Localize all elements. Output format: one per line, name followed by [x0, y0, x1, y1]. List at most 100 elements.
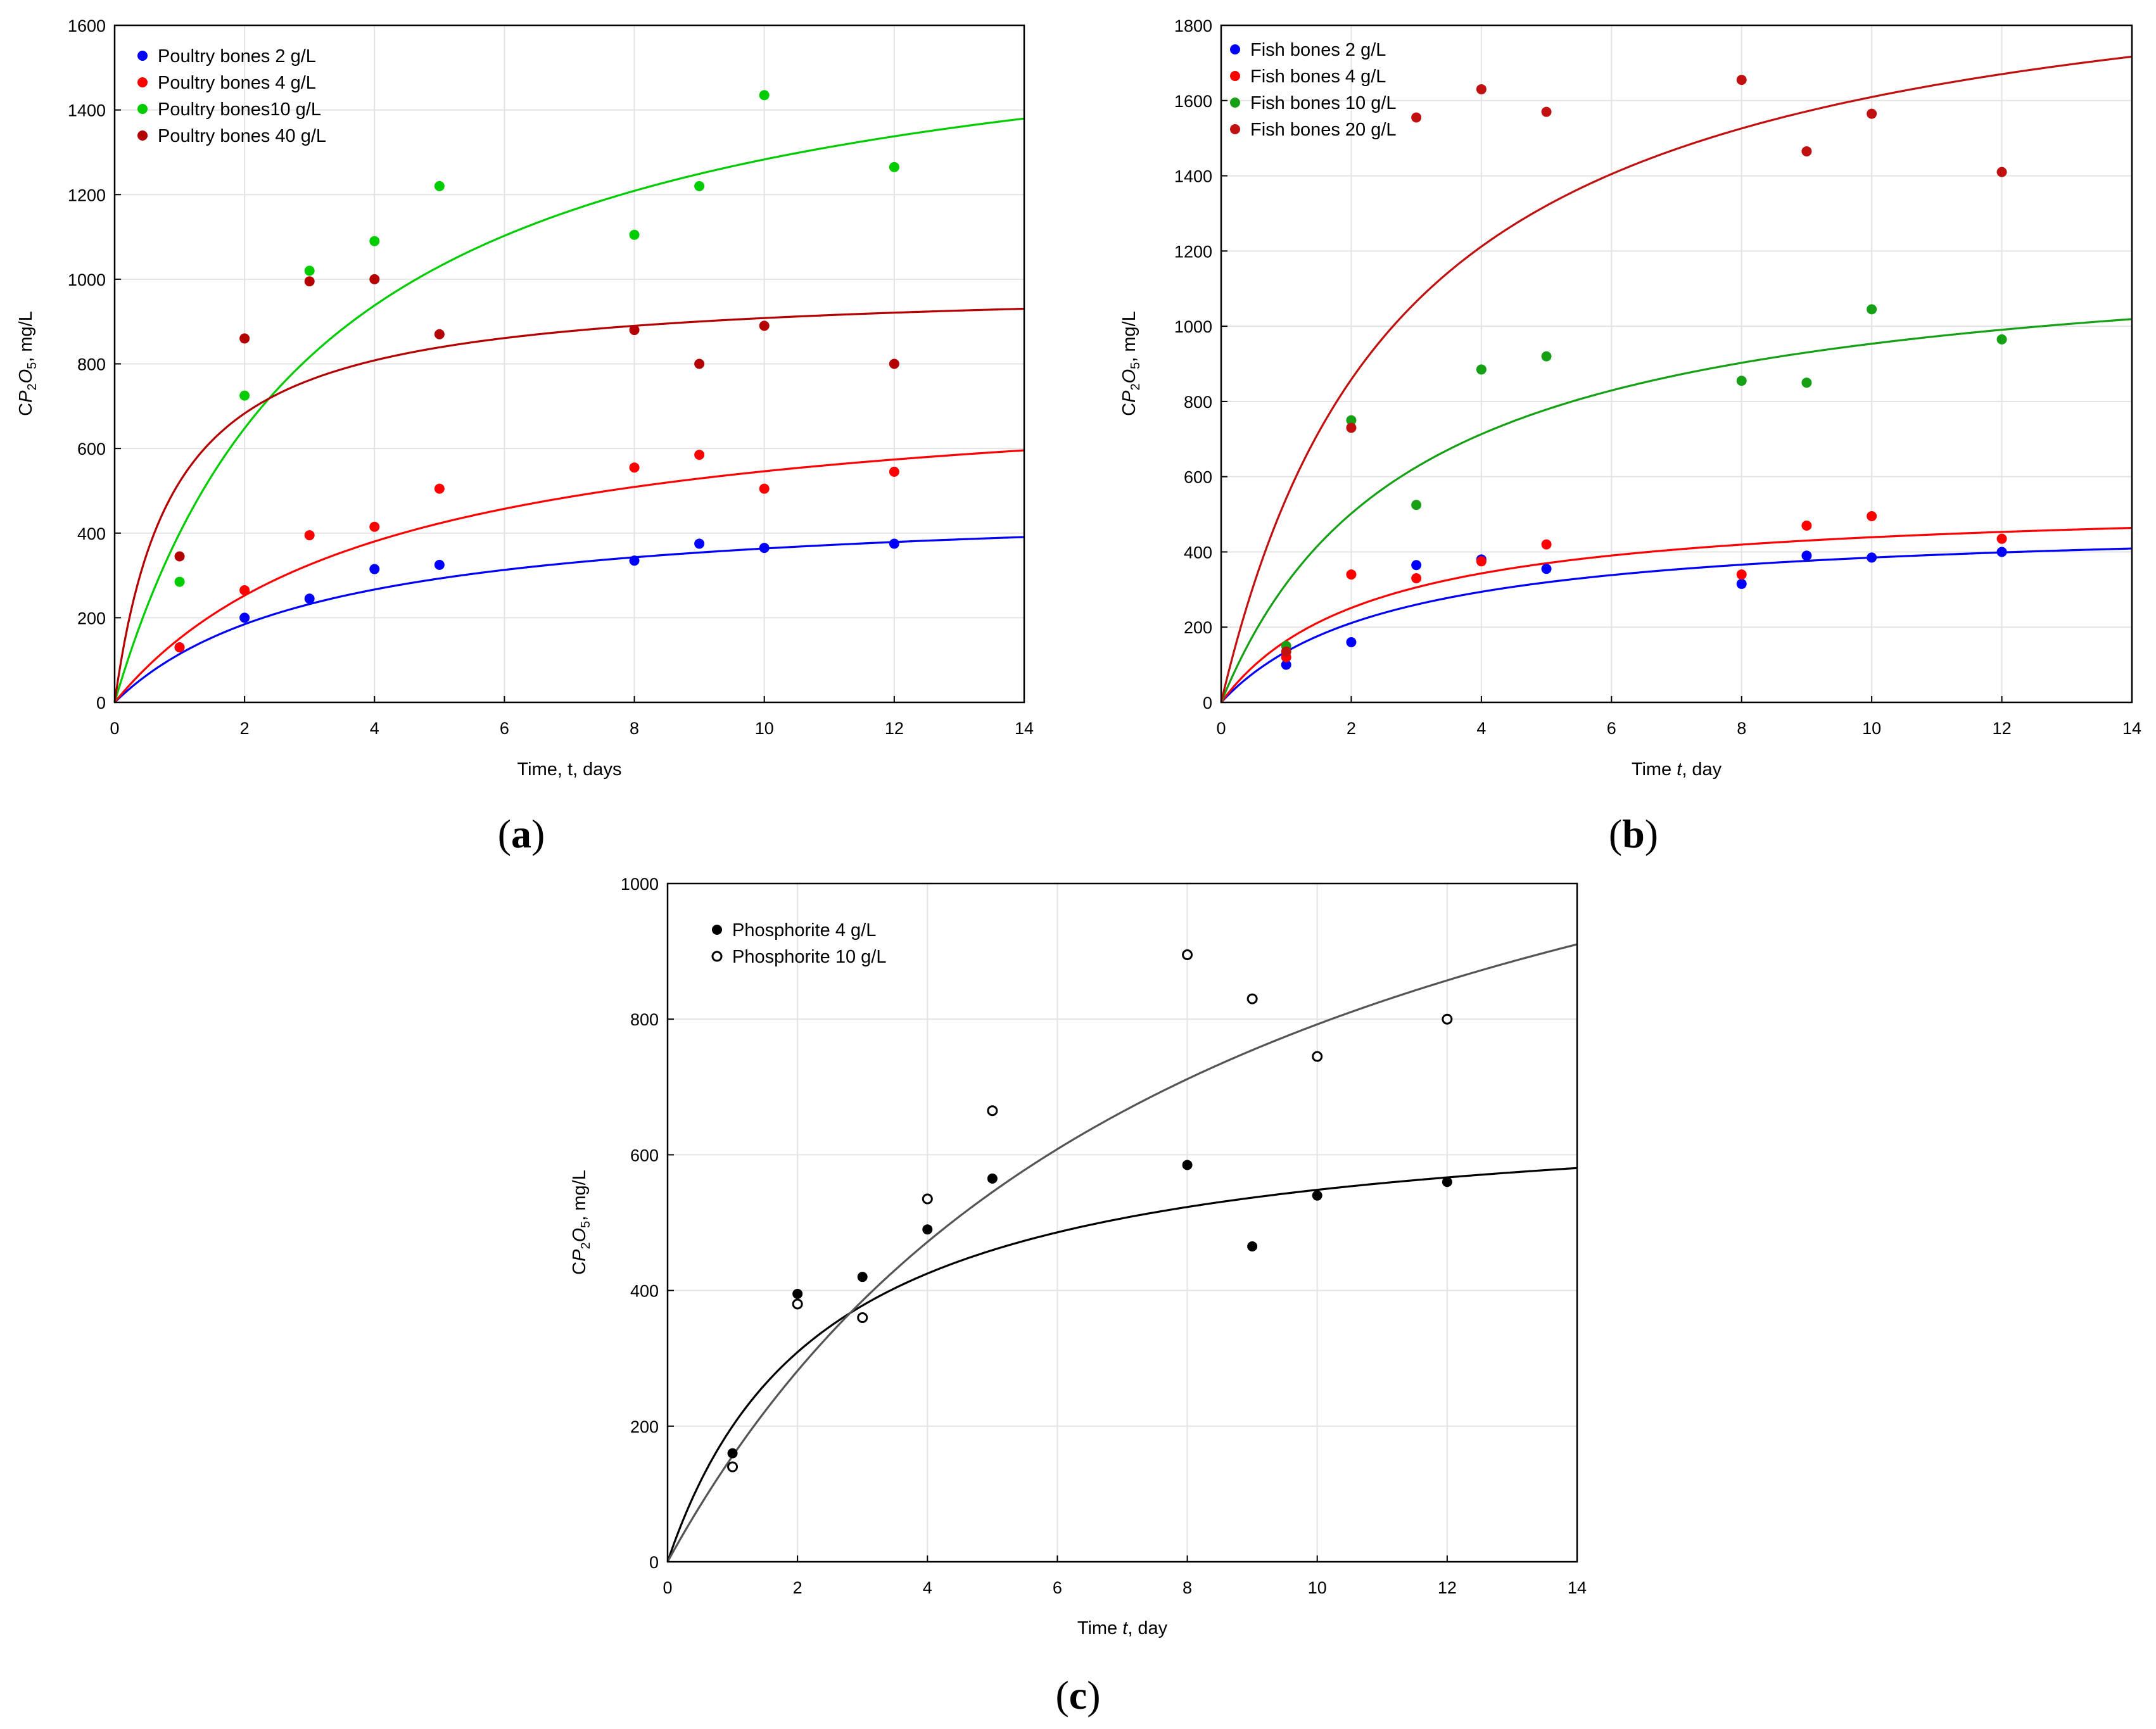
y-tick-label: 1000 [68, 270, 106, 289]
x-tick-label: 14 [1568, 1578, 1587, 1597]
data-point [434, 180, 445, 191]
y-tick-label: 0 [1203, 694, 1212, 712]
data-point [1736, 376, 1747, 386]
data-point [1996, 547, 2007, 557]
y-axis-title-c: CP2O5, mg/L [569, 1170, 593, 1275]
y-tick-label: 200 [77, 609, 106, 628]
data-point [759, 320, 770, 331]
x-tick-label: 14 [1015, 719, 1034, 738]
legend-label: Poultry bones 2 g/L [158, 46, 316, 66]
data-point [434, 329, 445, 339]
x-tick-label: 0 [1216, 719, 1226, 738]
fit-curve-a-0 [113, 536, 1025, 704]
fit-curve-b-3 [1220, 55, 2133, 703]
legend-b: Fish bones 2 g/L Fish bones 4 g/L Fish bon… [1230, 40, 1397, 140]
data-point [1996, 167, 2007, 177]
chart-panel-b: 0 2 4 6 8 10 12 14 0 200 400 600 800 1000 1200 1400 1600… [1119, 16, 2141, 856]
data-point [1736, 569, 1747, 580]
data-point [987, 1105, 998, 1117]
x-tick-label: 10 [1308, 1578, 1327, 1597]
fit-curve-b-0 [1220, 547, 2133, 704]
data-point [1867, 511, 1877, 522]
x-tick-label: 2 [240, 719, 250, 738]
data-point [759, 483, 770, 494]
data-point [694, 180, 705, 191]
x-tick-label: 4 [370, 719, 379, 738]
chart-panel-c: 0 2 4 6 8 10 12 14 0 200 400 600 800 1000 Phosphorite… [569, 875, 1587, 1718]
data-point [1801, 377, 1812, 388]
fit-curve-b-1 [1220, 526, 2133, 703]
y-tick-label: 200 [1184, 618, 1212, 637]
plot-frame-b [1220, 24, 2133, 704]
fit-curves-c [666, 943, 1578, 1562]
legend-label: Fish bones 20 g/L [1250, 120, 1397, 140]
y-tick-label: 0 [96, 694, 106, 712]
data-point [1346, 422, 1357, 433]
y-tick-label: 1000 [1174, 317, 1212, 336]
legend-label: Poultry bones10 g/L [158, 99, 321, 120]
data-point [1411, 573, 1422, 584]
fit-curve-b-2 [1220, 318, 2133, 703]
data-point [792, 1288, 803, 1299]
x-axis-title-c: Time t, day [1077, 1618, 1168, 1638]
data-point [629, 462, 640, 473]
legend-marker [137, 77, 148, 87]
data-point [239, 333, 250, 344]
data-point [1867, 304, 1877, 315]
fit-curve-a-2 [113, 117, 1025, 703]
y-tick-label: 800 [77, 355, 106, 374]
data-point [1801, 146, 1812, 156]
data-point [304, 593, 315, 604]
data-point [1411, 560, 1422, 571]
data-point [1867, 108, 1877, 119]
data-point [857, 1272, 868, 1282]
x-tick-label: 0 [110, 719, 119, 738]
data-point [304, 265, 315, 276]
data-point [889, 358, 899, 369]
data-point [1476, 556, 1487, 567]
grid-c [668, 884, 1577, 1562]
legend-marker [1230, 124, 1240, 134]
data-point [239, 612, 250, 623]
data-point [629, 555, 640, 566]
legend-label: Phosphorite 4 g/L [732, 920, 876, 940]
x-tick-label: 2 [1347, 719, 1356, 738]
ticks-b: 0 2 4 6 8 10 12 14 0 200 400 600 800 1000 1200 1400 1600… [1174, 16, 2141, 738]
data-point [857, 1312, 868, 1323]
data-point [1411, 500, 1422, 510]
data-points-a [174, 90, 899, 653]
legend-marker [1230, 44, 1240, 54]
data-point [1442, 1177, 1452, 1188]
data-point [1411, 112, 1422, 123]
data-points-c [727, 949, 1453, 1472]
fit-curves-b [1220, 55, 2133, 704]
y-tick-label: 1400 [68, 101, 106, 120]
y-axis-title-a: CP2O5, mg/L [16, 311, 39, 416]
data-point [434, 559, 445, 570]
data-point [1281, 646, 1291, 657]
fit-curve-c-1 [666, 943, 1578, 1562]
legend-marker [1230, 71, 1240, 81]
data-point [629, 325, 640, 336]
data-point [1346, 415, 1357, 426]
legend-label: Poultry bones 4 g/L [158, 73, 316, 93]
data-point [1736, 578, 1747, 589]
x-tick-label: 10 [755, 719, 774, 738]
x-tick-label: 8 [1183, 1578, 1192, 1597]
x-axis-title-a: Time, t, days [517, 759, 622, 780]
data-point [1996, 533, 2007, 544]
y-tick-label: 800 [630, 1010, 659, 1029]
data-point [1476, 364, 1487, 375]
x-tick-label: 0 [663, 1578, 672, 1597]
legend-marker [137, 51, 148, 61]
fit-curve-a-1 [113, 449, 1025, 704]
y-tick-label: 400 [630, 1282, 659, 1301]
data-point [1246, 993, 1258, 1004]
data-point [239, 390, 250, 401]
y-tick-label: 600 [630, 1146, 659, 1165]
data-point [369, 236, 380, 246]
legend-a: Poultry bones 2 g/L Poultry bones 4 g/L Po… [137, 46, 326, 146]
data-points-b [1281, 75, 2007, 670]
ticks-a: 0 2 4 6 8 10 12 14 0 200 400 600 800 1000 1200 1400 1600 [68, 16, 1034, 738]
data-point [1541, 106, 1552, 117]
